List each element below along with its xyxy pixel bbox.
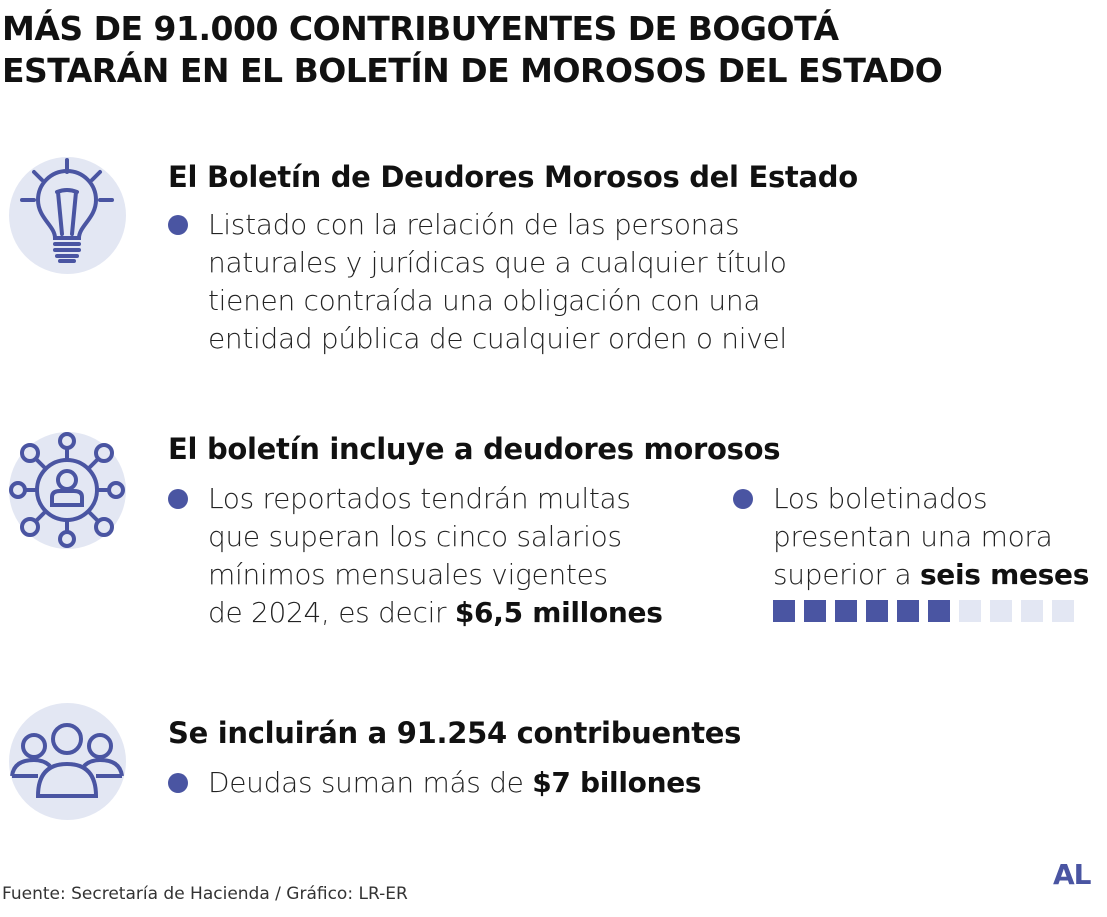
- network-person-icon: [9, 432, 126, 549]
- title-line-2: ESTARÁN EN EL BOLETÍN DE MOROSOS DEL EST…: [2, 51, 943, 90]
- line: Los boletinados: [773, 482, 988, 515]
- month-square-empty: [959, 600, 981, 622]
- line: presentan una mora: [773, 520, 1053, 553]
- lightbulb-icon: [9, 157, 126, 274]
- bullet-dot: [168, 773, 188, 793]
- amount: $6,5 millones: [454, 596, 663, 629]
- section-heading: Se incluirán a 91.254 contribuentes: [168, 716, 742, 750]
- bullet-text: Listado con la relación de las personas …: [168, 206, 787, 358]
- line: entidad pública de cualquier orden o niv…: [208, 322, 787, 355]
- month-square-empty: [990, 600, 1012, 622]
- line: de 2024, es decir $6,5 millones: [208, 594, 663, 632]
- text: superior a: [773, 558, 920, 591]
- text: de 2024, es decir: [208, 596, 455, 629]
- month-square-empty: [1052, 600, 1074, 622]
- month-square-filled: [835, 600, 857, 622]
- brand-logo: AL: [1053, 858, 1092, 891]
- section-heading: El boletín incluye a deudores morosos: [168, 432, 781, 466]
- month-square-filled: [773, 600, 795, 622]
- amount: $7 billones: [532, 766, 702, 799]
- line: mínimos mensuales vigentes: [208, 558, 608, 591]
- title-line-1: MÁS DE 91.000 CONTRIBUYENTES DE BOGOTÁ: [2, 9, 839, 48]
- month-square-empty: [1021, 600, 1043, 622]
- line: que superan los cinco salarios: [208, 520, 622, 553]
- text: Deudas suman más de: [208, 766, 533, 799]
- month-square-filled: [897, 600, 919, 622]
- line: naturales y jurídicas que a cualquier tí…: [208, 246, 787, 279]
- section-heading: El Boletín de Deudores Morosos del Estad…: [168, 160, 858, 194]
- bullet-text-mora: Los boletinados presentan una mora super…: [733, 480, 1089, 594]
- duration: seis meses: [919, 558, 1090, 591]
- bullet-dot: [168, 489, 188, 509]
- line: Los reportados tendrán multas: [208, 482, 631, 515]
- month-square-filled: [866, 600, 888, 622]
- group-people-icon: [9, 703, 126, 820]
- bullet-dot: [733, 489, 753, 509]
- source-footer: Fuente: Secretaría de Hacienda / Gráfico…: [2, 884, 408, 904]
- line: Listado con la relación de las personas: [208, 208, 740, 241]
- bullet-text-deudas: Deudas suman más de $7 billones: [168, 764, 702, 802]
- month-square-filled: [804, 600, 826, 622]
- line: superior a seis meses: [773, 556, 1089, 594]
- bullet-text-multas: Los reportados tendrán multas que supera…: [168, 480, 663, 632]
- month-square-filled: [928, 600, 950, 622]
- title: MÁS DE 91.000 CONTRIBUYENTES DE BOGOTÁ E…: [2, 8, 943, 92]
- bullet-dot: [168, 215, 188, 235]
- line: tienen contraída una obligación con una: [208, 284, 761, 317]
- months-indicator: [773, 600, 1074, 622]
